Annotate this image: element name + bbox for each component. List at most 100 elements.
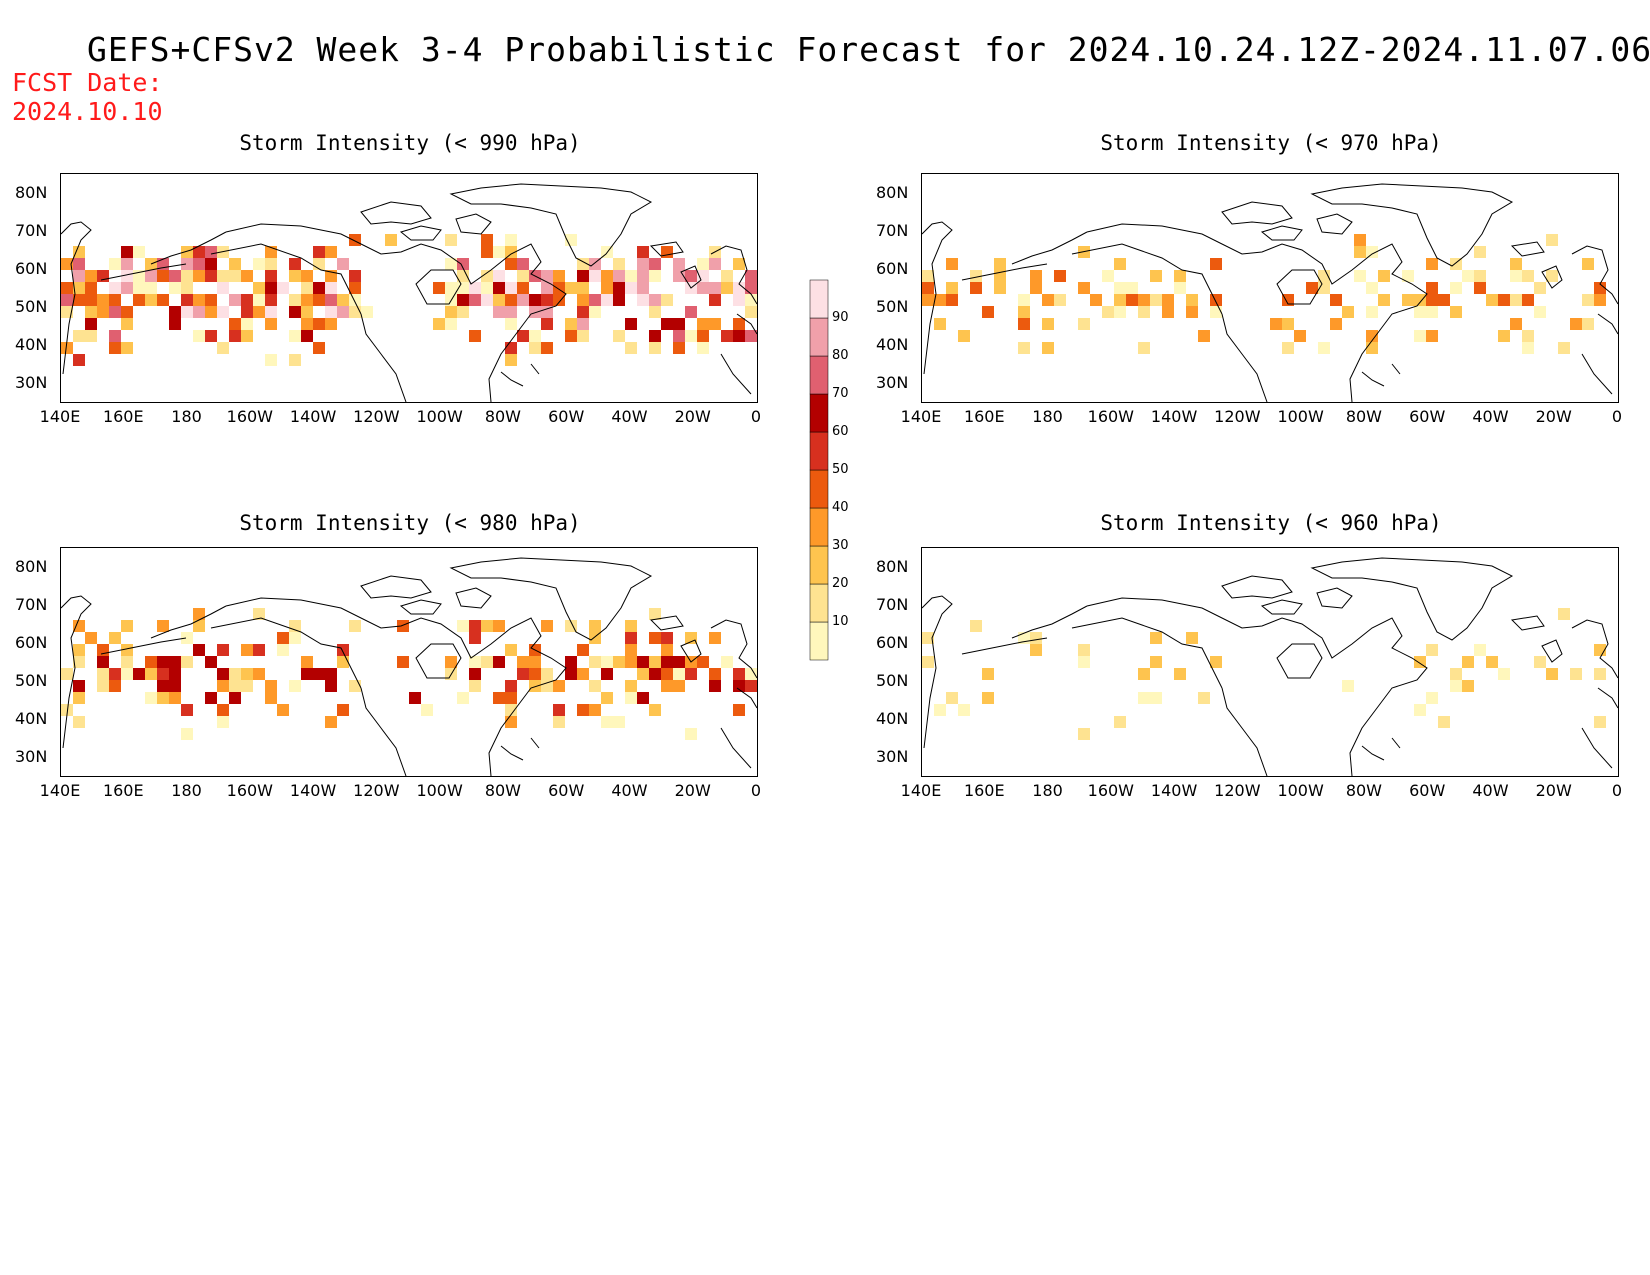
probability-cell	[625, 342, 637, 354]
probability-cell	[577, 294, 589, 306]
colorbar-swatch	[809, 469, 829, 509]
probability-cell	[73, 692, 85, 704]
probability-cell	[541, 282, 553, 294]
probability-cell	[193, 270, 205, 282]
coastline	[360, 313, 407, 402]
probability-cell	[457, 692, 469, 704]
probability-cell	[241, 318, 253, 330]
probability-cell	[505, 234, 517, 246]
probability-cell	[313, 294, 325, 306]
probability-cell	[253, 608, 265, 620]
probability-cell	[313, 342, 325, 354]
longitude-label: 20W	[1535, 407, 1572, 426]
probability-cell	[181, 632, 193, 644]
longitude-label: 180	[171, 781, 202, 800]
probability-cell	[1078, 728, 1090, 740]
probability-cell	[493, 246, 505, 258]
probability-cell	[193, 608, 205, 620]
probability-cell	[349, 234, 361, 246]
colorbar-tick-label: 80	[832, 348, 849, 363]
probability-cell	[709, 258, 721, 270]
coastline	[1541, 265, 1563, 289]
probability-cell	[109, 282, 121, 294]
probability-cell	[445, 318, 457, 330]
coastline	[720, 727, 752, 769]
coastline	[61, 595, 92, 749]
probability-cell	[721, 282, 733, 294]
latitude-label: 40N	[876, 335, 909, 354]
latitude-label: 30N	[15, 747, 48, 766]
coastline	[1571, 619, 1618, 679]
latitude-label: 30N	[15, 373, 48, 392]
longitude-label: 120W	[1214, 781, 1261, 800]
coastline	[399, 225, 442, 241]
longitude-label: 140E	[39, 781, 81, 800]
latitude-label: 40N	[876, 709, 909, 728]
coastline	[61, 221, 92, 375]
probability-cell	[1366, 306, 1378, 318]
probability-cell	[1198, 330, 1210, 342]
probability-cell	[493, 294, 505, 306]
probability-cell	[121, 306, 133, 318]
probability-cell	[625, 644, 637, 656]
probability-cell	[1186, 632, 1198, 644]
probability-cell	[601, 668, 613, 680]
probability-cell	[637, 258, 649, 270]
probability-cell	[217, 716, 229, 728]
longitude-label: 80W	[1345, 781, 1382, 800]
probability-cell	[1150, 692, 1162, 704]
probability-cell	[577, 704, 589, 716]
probability-cell	[1042, 318, 1054, 330]
probability-cell	[1078, 282, 1090, 294]
coastline	[360, 201, 432, 225]
probability-cell	[469, 632, 481, 644]
probability-cell	[697, 342, 709, 354]
longitude-label: 140W	[1150, 407, 1198, 426]
probability-cell	[1498, 330, 1510, 342]
latitude-label: 70N	[15, 221, 48, 240]
coastline	[1310, 557, 1514, 641]
probability-cell	[145, 294, 157, 306]
probability-cell	[73, 258, 85, 270]
map-canvas	[61, 557, 757, 776]
probability-cell	[1366, 342, 1378, 354]
probability-cell	[301, 318, 313, 330]
probability-cell	[505, 692, 517, 704]
map-panel	[60, 547, 758, 777]
longitude-label: 140E	[900, 407, 942, 426]
coastline	[449, 183, 653, 267]
coastline	[210, 243, 362, 315]
probability-cell	[1318, 342, 1330, 354]
latitude-label: 50N	[15, 297, 48, 316]
probability-cell	[1210, 656, 1222, 668]
longitude-label: 120W	[353, 407, 400, 426]
probability-cell	[1474, 246, 1486, 258]
colorbar-tick-label: 50	[832, 462, 849, 477]
probability-cell	[349, 270, 361, 282]
probability-cell	[1042, 294, 1054, 306]
probability-cell	[505, 680, 517, 692]
coastline	[649, 615, 684, 631]
probability-cell	[169, 282, 181, 294]
coastline	[710, 245, 757, 305]
probability-cell	[205, 258, 217, 270]
longitude-label: 160E	[963, 407, 1005, 426]
probability-cell	[349, 282, 361, 294]
probability-cell	[157, 620, 169, 632]
probability-cell	[61, 306, 73, 318]
probability-cell	[661, 318, 673, 330]
probability-cell	[1558, 342, 1570, 354]
probability-cell	[157, 668, 169, 680]
probability-cell	[1138, 342, 1150, 354]
latitude-label: 60N	[15, 633, 48, 652]
probability-cell	[121, 282, 133, 294]
probability-cell	[1510, 294, 1522, 306]
longitude-label: 100W	[1277, 407, 1324, 426]
probability-cell	[922, 282, 934, 294]
probability-cell	[1294, 330, 1306, 342]
probability-cell	[529, 680, 541, 692]
probability-cell	[85, 318, 97, 330]
probability-cell	[289, 354, 301, 366]
probability-cell	[982, 668, 994, 680]
coastline	[1571, 245, 1618, 305]
